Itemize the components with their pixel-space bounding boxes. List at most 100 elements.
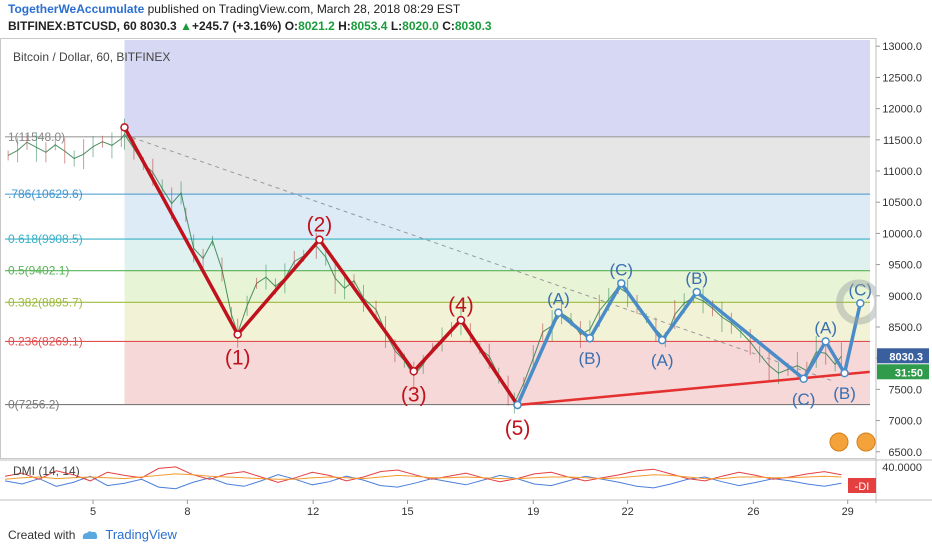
impulse-wave-label: (5) <box>505 417 531 440</box>
corrective-wave-label: (C) <box>792 390 816 409</box>
impulse-wave-point <box>409 367 419 376</box>
earnings-flag-icon <box>829 432 849 452</box>
symbol-line: BITFINEX:BTCUSD, 60 8030.3 ▲+245.7 (+3.1… <box>8 19 492 33</box>
ohlc-close-value: 8030.3 <box>454 19 492 33</box>
price-tick-label: 6500.0 <box>888 447 922 459</box>
impulse-wave-point <box>233 330 242 339</box>
impulse-wave-label: (3) <box>401 383 427 406</box>
price-tick-label: 12000.0 <box>882 104 922 116</box>
corrective-wave-label: (B) <box>685 269 708 288</box>
price-chart[interactable]: 1(11548.0).786(10629.6)0.618(9908.5)0.5(… <box>0 38 932 522</box>
impulse-wave-label: (2) <box>307 214 333 237</box>
current-price-tag <box>877 348 929 364</box>
price-tick-label: 8500.0 <box>888 322 922 334</box>
fib-zone <box>124 270 870 303</box>
ohlc-high-key: H: <box>338 19 351 33</box>
up-arrow-icon: ▲ <box>180 19 192 33</box>
time-tick-label: 22 <box>621 506 633 518</box>
publish-line: TogetherWeAccumulate published on Tradin… <box>8 2 460 16</box>
corrective-wave-point <box>585 333 595 343</box>
fib-level-label: 0.236(8269.1) <box>8 334 83 348</box>
corrective-wave-point <box>513 400 522 410</box>
tradingview-logo-icon <box>83 530 98 539</box>
corrective-wave-label: (A) <box>547 290 570 309</box>
ohlc-open-value: 8021.2 <box>298 19 335 33</box>
price-axis-bg <box>876 38 932 458</box>
time-tick-label: 8 <box>184 506 190 518</box>
footer: Created with TradingView <box>8 527 177 542</box>
corrective-wave-point <box>856 299 865 308</box>
fib-level-label: 0.618(9908.5) <box>8 232 83 246</box>
dmi-panel: 40.0000 -DI <box>0 459 932 501</box>
price-tick-label: 11000.0 <box>883 166 922 178</box>
dmi-series-line <box>4 474 842 490</box>
fib-level-label: .786(10629.6) <box>8 187 83 201</box>
fib-zone <box>124 136 870 195</box>
time-tick-label: 29 <box>842 506 854 518</box>
time-tick-label: 5 <box>90 506 96 518</box>
corrective-wave-point <box>840 368 849 378</box>
ohlc-high-value: 8053.4 <box>350 19 388 33</box>
fib-zone <box>124 194 870 240</box>
dmi-badge <box>848 478 876 493</box>
symbol-label: BITFINEX:BTCUSD, 60 <box>8 19 137 33</box>
current-price-label: 8030.3 <box>889 351 923 363</box>
corrective-wave-point <box>554 308 563 317</box>
corrective-wave-label: (A) <box>651 351 674 370</box>
fib-zone <box>124 239 870 271</box>
earnings-flag-icon <box>856 432 876 452</box>
impulse-wave-point <box>315 235 324 244</box>
dmi-badge-label: -DI <box>855 481 870 493</box>
timer-label: 31:50 <box>895 367 923 379</box>
published-text: published on TradingView.com, March 28, … <box>147 2 461 16</box>
impulse-wave-line <box>122 126 519 406</box>
dmi-title: DMI (14, 14) <box>13 464 80 478</box>
price-tick-label: 9000.0 <box>888 291 922 303</box>
author-link[interactable]: TogetherWeAccumulate <box>8 2 145 16</box>
fib-level-label: 0.382(8895.7) <box>8 295 83 309</box>
impulse-wave-point <box>456 315 466 325</box>
drawings: (1) (2) (3) (4) (5) (A) (B) (C) (A) (B) (C) (A) (B) (… <box>120 123 882 440</box>
price-tick-label: 7000.0 <box>888 416 922 428</box>
time-tick-label: 19 <box>527 506 539 518</box>
ohlc-close-key: C: <box>442 19 455 33</box>
last-price: 8030.3 <box>140 19 177 33</box>
corrective-wave-point <box>692 287 702 297</box>
dmi-tick-label: 40.0000 <box>882 462 922 474</box>
fibonacci-retracement: 1(11548.0).786(10629.6)0.618(9908.5)0.5(… <box>5 40 870 412</box>
time-tick-label: 26 <box>747 506 759 518</box>
corrective-wave-point <box>821 337 830 346</box>
fib-level-label: 0.5(9402.1) <box>8 264 69 278</box>
price-tick-label: 10000.0 <box>882 228 922 240</box>
corrective-wave-label: (C) <box>609 260 633 279</box>
created-with-text: Created with <box>8 527 76 542</box>
dmi-series-line <box>4 473 842 480</box>
fib-zone-top <box>124 40 870 137</box>
corrective-wave-label: (B) <box>579 349 602 368</box>
corrective-wave-point <box>617 279 626 288</box>
time-tick-label: 15 <box>401 506 413 518</box>
impulse-wave-label: (1) <box>225 346 251 369</box>
ohlc-open-key: O: <box>284 19 299 33</box>
corrective-wave-label: (C) <box>848 280 872 299</box>
price-tick-label: 13000.0 <box>882 41 922 53</box>
chart-title: Bitcoin / Dollar, 60, BITFINEX <box>13 50 170 64</box>
price-tick-label: 7500.0 <box>888 384 922 396</box>
impulse-wave-label: (4) <box>448 294 474 317</box>
corrective-wave-line <box>515 281 862 406</box>
impulse-wave-point <box>120 123 129 132</box>
corrective-wave-label: (A) <box>814 318 837 337</box>
tradingview-brand[interactable]: TradingView <box>105 527 177 542</box>
change-value: +245.7 (+3.16%) <box>191 19 282 33</box>
fib-level-label: 0(7256.2) <box>8 398 59 412</box>
time-axis: 5 8 12 15 19 22 26 29 <box>90 500 854 518</box>
dashed-trendline <box>124 134 833 382</box>
price-tick-label: 11500.0 <box>883 135 922 147</box>
timer-tag <box>877 364 929 380</box>
corrective-wave-point <box>657 335 667 345</box>
ohlc-low-key: L: <box>390 19 403 33</box>
corrective-wave-label: (B) <box>833 384 856 403</box>
price-tick-label: 9500.0 <box>888 260 922 272</box>
price-tick-label: 12500.0 <box>882 72 922 84</box>
price-axis: 13000.0 12500.0 12000.0 11500.0 11000.0 10500… <box>829 38 932 503</box>
